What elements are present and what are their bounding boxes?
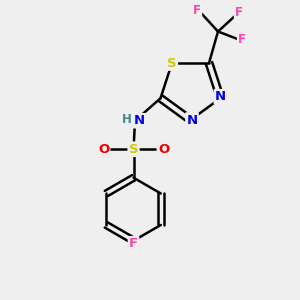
Text: H: H (122, 113, 132, 126)
Text: S: S (167, 56, 177, 70)
Text: F: F (238, 32, 246, 46)
Text: O: O (158, 143, 169, 156)
Text: S: S (129, 143, 138, 156)
Text: O: O (98, 143, 109, 156)
Text: N: N (186, 113, 198, 127)
Text: N: N (215, 90, 226, 103)
Text: F: F (235, 5, 243, 19)
Text: F: F (193, 4, 201, 17)
Text: F: F (129, 237, 138, 250)
Text: N: N (134, 114, 145, 127)
